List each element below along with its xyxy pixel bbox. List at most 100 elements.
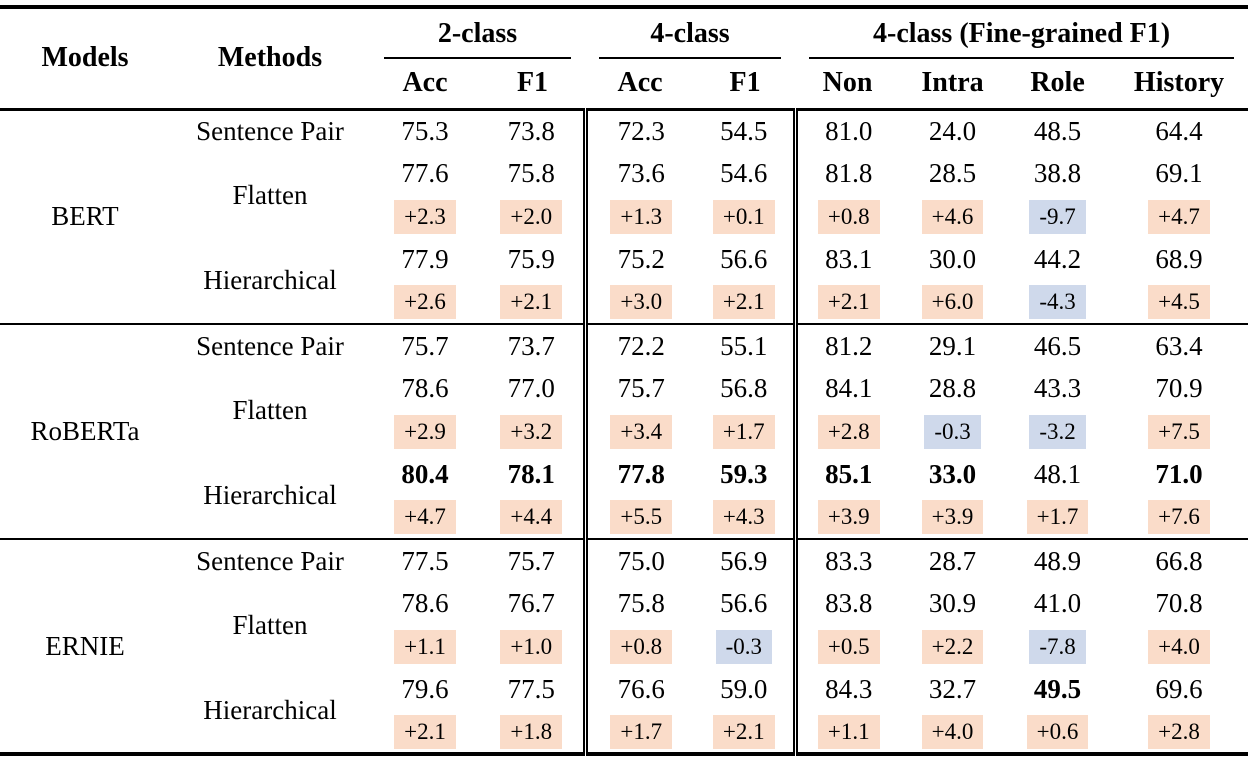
value-cell: 84.1 xyxy=(792,367,901,410)
value-cell: 69.6 xyxy=(1155,674,1203,704)
value-row: RoBERTa Sentence Pair 75.7 73.7 72.2 55.1 81.2… xyxy=(0,323,1248,539)
col-header-models: Models xyxy=(41,42,129,74)
method-name: Flatten xyxy=(232,394,308,425)
value-cell: 49.5 xyxy=(1033,674,1082,704)
delta-row: +4.7 +4.4 +5.5 +4.3 +3.9 +3.9 +1.7 +7.6 xyxy=(0,496,1248,539)
value-cell: 75.8 xyxy=(582,582,696,625)
value-row: Flatten 78.6 77.0 75.7 56.8 84.1 28.8 43.3 70.9 xyxy=(0,367,1248,425)
value-cell: 69.1 xyxy=(1155,158,1203,188)
value-cell: 48.9 xyxy=(1005,538,1111,582)
delta-cell: +4.6 xyxy=(900,195,1005,238)
delta-negative: -0.3 xyxy=(715,629,772,664)
value-row: Hierarchical 80.4 78.1 77.8 59.3 85.1 33.0 48.1… xyxy=(0,453,1248,510)
delta-cell: +7.6 xyxy=(1110,496,1248,539)
delta-cell: +1.7 xyxy=(582,711,696,754)
method-name: Sentence Pair xyxy=(170,538,370,582)
value-cell: 76.7 xyxy=(507,588,555,618)
delta-positive: +1.1 xyxy=(394,629,456,664)
value-cell: 64.4 xyxy=(1155,115,1203,146)
delta-positive: +1.3 xyxy=(610,199,673,234)
value-cell: 81.0 xyxy=(792,109,901,152)
value-cell: 73.6 xyxy=(582,152,696,195)
delta-cell: +2.1 xyxy=(792,281,901,324)
value-cell: 83.3 xyxy=(792,538,901,582)
delta-negative: -9.7 xyxy=(1029,199,1086,234)
delta-cell: +0.8 xyxy=(582,625,696,668)
delta-positive: +4.0 xyxy=(921,714,984,749)
method-name: Sentence Pair xyxy=(196,115,344,146)
delta-cell: +6.0 xyxy=(900,281,1005,324)
value-cell: 75.7 xyxy=(370,323,480,367)
delta-positive: +2.8 xyxy=(1148,714,1210,749)
delta-positive: +1.7 xyxy=(610,714,673,749)
delta-cell: -4.3 xyxy=(1005,281,1110,324)
value-cell: 55.1 xyxy=(695,323,796,367)
value-cell: 85.1 xyxy=(792,453,901,496)
delta-cell: -0.3 xyxy=(900,410,1005,453)
value-cell: 68.9 xyxy=(1155,244,1203,274)
delta-cell: +2.1 xyxy=(480,281,585,324)
value-cell: 56.6 xyxy=(720,588,768,618)
table-body: BERT Sentence Pair 75.3 73.8 72.3 54.5 81.0 24.… xyxy=(0,109,1248,754)
value-cell: 71.0 xyxy=(1155,459,1203,489)
method-name: Sentence Pair xyxy=(170,323,370,367)
delta-cell: +2.6 xyxy=(370,281,480,324)
delta-positive: +0.6 xyxy=(1026,714,1089,749)
value-cell: 76.6 xyxy=(582,668,696,711)
method-name: Flatten xyxy=(232,609,308,640)
delta-cell: +7.5 xyxy=(1110,410,1248,453)
col-header-history: History xyxy=(1133,67,1225,99)
delta-cell: +3.0 xyxy=(582,281,696,324)
value-cell: 72.3 xyxy=(582,109,696,152)
results-table: Models Methods 2-class 4-class 4-class (… xyxy=(0,5,1248,756)
delta-cell: +2.0 xyxy=(480,195,585,238)
value-cell: 24.0 xyxy=(928,115,977,146)
delta-cell: +3.4 xyxy=(582,410,696,453)
method-name: Flatten xyxy=(232,179,308,210)
value-cell: 77.5 xyxy=(370,538,480,582)
delta-positive: +5.5 xyxy=(610,500,673,534)
delta-cell: +1.3 xyxy=(582,195,696,238)
delta-positive: +4.4 xyxy=(500,500,563,534)
delta-positive: +2.1 xyxy=(500,285,563,319)
value-cell: 30.0 xyxy=(928,244,977,274)
delta-positive: +2.0 xyxy=(500,199,563,234)
col-header-methods: Methods xyxy=(217,42,323,74)
model-name: ERNIE xyxy=(0,538,170,754)
value-cell: 43.3 xyxy=(1033,373,1082,403)
value-cell: 73.8 xyxy=(507,115,555,146)
col-header-2class-f1: F1 xyxy=(516,67,549,99)
value-cell: 54.6 xyxy=(720,158,768,188)
delta-positive: +2.9 xyxy=(394,414,456,449)
value-cell: 73.7 xyxy=(480,323,586,367)
value-cell: 56.6 xyxy=(720,244,768,274)
value-cell: 78.1 xyxy=(507,459,555,489)
delta-positive: +6.0 xyxy=(921,285,984,319)
col-header-4class-acc: Acc xyxy=(617,67,663,99)
value-cell: 75.9 xyxy=(507,244,555,274)
model-name: BERT xyxy=(51,201,119,232)
value-cell: 75.0 xyxy=(582,538,696,582)
delta-positive: +2.3 xyxy=(394,199,456,234)
value-cell: 75.3 xyxy=(401,115,449,146)
delta-positive: +0.1 xyxy=(712,199,775,234)
delta-cell: +4.4 xyxy=(480,496,585,539)
method-name: Hierarchical xyxy=(203,480,337,510)
delta-positive: +4.5 xyxy=(1148,285,1210,319)
value-cell: 83.8 xyxy=(792,582,901,625)
delta-row: +2.9 +3.2 +3.4 +1.7 +2.8 -0.3 -3.2 +7.5 xyxy=(0,410,1248,453)
value-cell: 41.0 xyxy=(1033,588,1082,618)
value-row: Flatten 77.6 75.8 73.6 54.6 81.8 28.5 38.8 69.1 xyxy=(0,152,1248,210)
value-row: BERT Sentence Pair 75.3 73.8 72.3 54.5 81.0 24.… xyxy=(0,109,1248,231)
delta-cell: +3.9 xyxy=(792,496,901,539)
delta-cell: +0.1 xyxy=(695,195,795,238)
value-cell: 33.0 xyxy=(928,459,977,489)
delta-cell: +2.2 xyxy=(900,625,1005,668)
delta-cell: +1.1 xyxy=(370,625,480,668)
value-cell: 28.8 xyxy=(928,373,977,403)
delta-cell: +4.0 xyxy=(900,711,1005,754)
value-row: ERNIE Sentence Pair 77.5 75.7 75.0 56.9 83.3 28… xyxy=(0,538,1248,754)
table-header: Models Methods 2-class 4-class 4-class (… xyxy=(0,7,1248,109)
value-cell: 77.5 xyxy=(507,674,555,704)
